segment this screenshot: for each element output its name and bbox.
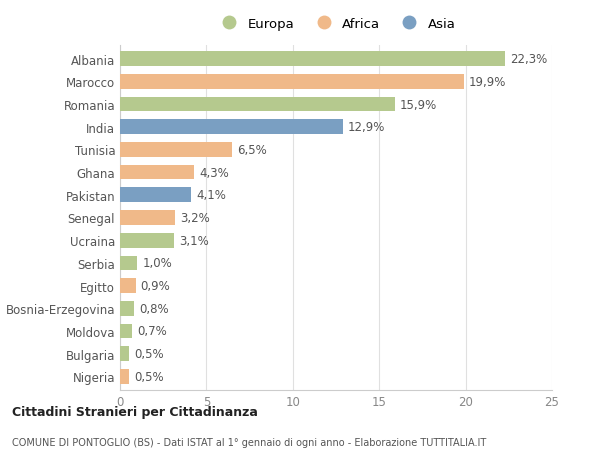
Text: 6,5%: 6,5% (238, 144, 267, 157)
Bar (120, 165, 194, 180)
Text: 19,9%: 19,9% (469, 76, 506, 89)
Bar (120, 301, 134, 316)
Bar (120, 143, 232, 157)
Bar (120, 97, 395, 112)
Bar (120, 233, 173, 248)
Text: 0,7%: 0,7% (137, 325, 167, 338)
Text: 0,5%: 0,5% (134, 370, 163, 383)
Bar (120, 369, 128, 384)
Text: 4,1%: 4,1% (196, 189, 226, 202)
Text: 0,5%: 0,5% (134, 347, 163, 360)
Text: 1,0%: 1,0% (142, 257, 172, 270)
Bar (120, 324, 132, 339)
Text: 0,9%: 0,9% (141, 280, 170, 292)
Legend: Europa, Africa, Asia: Europa, Africa, Asia (216, 18, 456, 31)
Text: 3,1%: 3,1% (179, 234, 209, 247)
Text: 22,3%: 22,3% (511, 53, 548, 66)
Bar (120, 120, 343, 135)
Bar (120, 75, 464, 90)
Text: COMUNE DI PONTOGLIO (BS) - Dati ISTAT al 1° gennaio di ogni anno - Elaborazione : COMUNE DI PONTOGLIO (BS) - Dati ISTAT al… (12, 437, 486, 447)
Text: 15,9%: 15,9% (400, 98, 437, 111)
Bar (120, 256, 137, 271)
Text: 4,3%: 4,3% (199, 166, 229, 179)
Bar (120, 211, 175, 225)
Text: 0,8%: 0,8% (139, 302, 169, 315)
Bar (120, 188, 191, 203)
Text: Cittadini Stranieri per Cittadinanza: Cittadini Stranieri per Cittadinanza (12, 405, 258, 419)
Bar (120, 279, 136, 293)
Text: 3,2%: 3,2% (181, 212, 210, 224)
Bar (120, 347, 128, 361)
Bar (120, 52, 505, 67)
Text: 12,9%: 12,9% (348, 121, 385, 134)
